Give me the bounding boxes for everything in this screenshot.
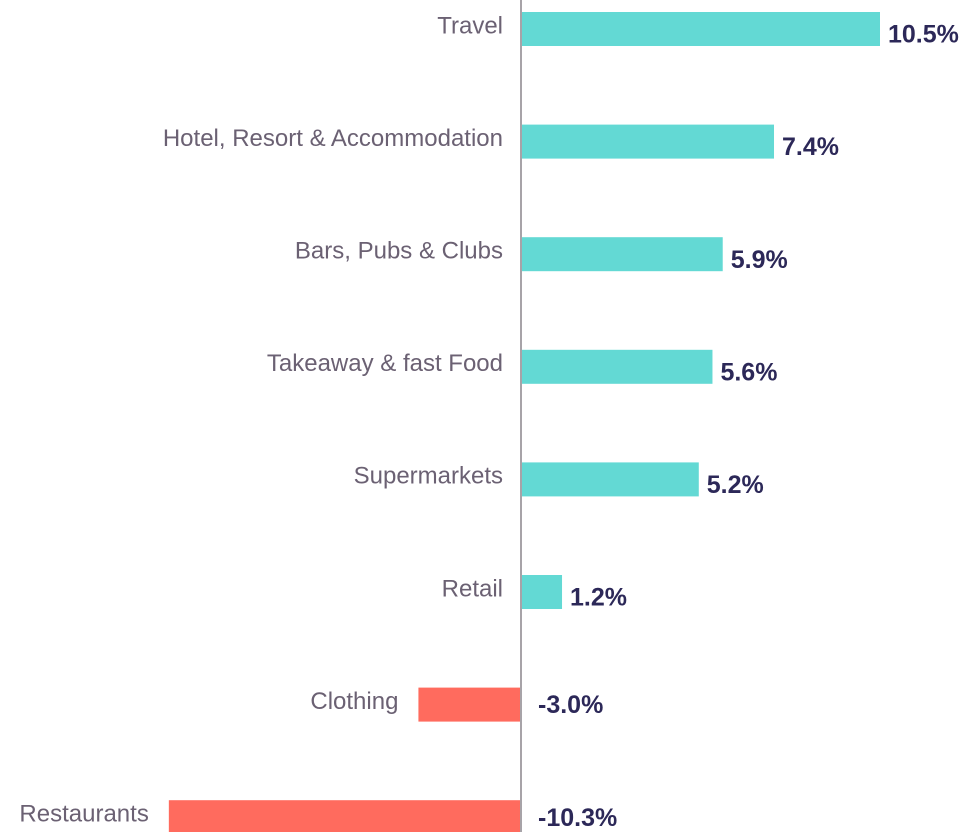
category-label: Takeaway & fast Food: [267, 350, 503, 377]
category-label: Restaurants: [19, 801, 148, 828]
category-label: Clothing: [310, 688, 398, 715]
value-label: 5.6%: [720, 358, 777, 386]
value-label: 7.4%: [782, 133, 839, 161]
bar: [521, 12, 880, 46]
value-label: 1.2%: [570, 584, 627, 612]
value-label: 10.5%: [888, 21, 959, 49]
category-label: Hotel, Resort & Accommodation: [163, 125, 503, 152]
bar: [521, 237, 723, 272]
bar: [521, 575, 563, 609]
category-label: Bars, Pubs & Clubs: [295, 238, 503, 265]
bar: [521, 462, 699, 497]
bar: [168, 800, 522, 832]
category-label: Travel: [437, 12, 503, 39]
value-label: -10.3%: [538, 804, 617, 832]
value-label: 5.9%: [731, 246, 788, 274]
value-label: 5.2%: [707, 471, 764, 499]
bar: [521, 124, 775, 159]
bar: [418, 687, 521, 722]
value-label: -3.0%: [538, 691, 603, 719]
bar: [521, 349, 713, 384]
category-label: Supermarkets: [354, 463, 503, 490]
category-label: Retail: [442, 575, 503, 602]
